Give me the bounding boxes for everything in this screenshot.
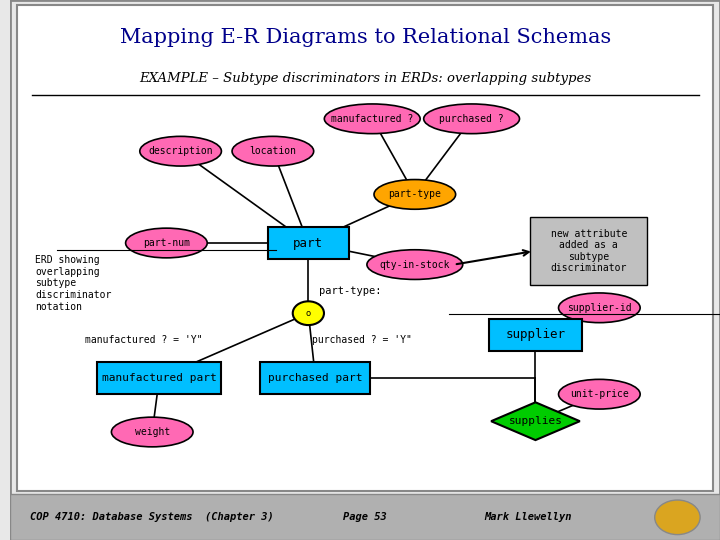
Text: purchased part: purchased part xyxy=(269,373,363,383)
Text: purchased ? = 'Y": purchased ? = 'Y" xyxy=(312,335,412,345)
Text: COP 4710: Database Systems  (Chapter 3): COP 4710: Database Systems (Chapter 3) xyxy=(30,512,274,522)
Ellipse shape xyxy=(112,417,193,447)
FancyBboxPatch shape xyxy=(97,362,222,394)
Text: supplies: supplies xyxy=(508,416,562,426)
Text: unit-price: unit-price xyxy=(570,389,629,399)
Text: Mapping E-R Diagrams to Relational Schemas: Mapping E-R Diagrams to Relational Schem… xyxy=(120,28,611,48)
Text: weight: weight xyxy=(135,427,170,437)
Text: purchased ?: purchased ? xyxy=(439,114,504,124)
FancyBboxPatch shape xyxy=(268,227,349,259)
Text: manufactured ?: manufactured ? xyxy=(331,114,413,124)
FancyBboxPatch shape xyxy=(490,319,582,351)
Text: EXAMPLE – Subtype discriminators in ERDs: overlapping subtypes: EXAMPLE – Subtype discriminators in ERDs… xyxy=(139,72,591,85)
Text: manufactured ? = 'Y": manufactured ? = 'Y" xyxy=(85,335,202,345)
Text: supplier-id: supplier-id xyxy=(567,303,631,313)
Text: part-type: part-type xyxy=(388,190,441,199)
Text: ERD showing
overlapping
subtype
discriminator
notation: ERD showing overlapping subtype discrimi… xyxy=(35,255,112,312)
Text: new attribute
added as a
subtype
discriminator: new attribute added as a subtype discrim… xyxy=(551,229,627,273)
FancyBboxPatch shape xyxy=(10,494,720,540)
Ellipse shape xyxy=(559,379,640,409)
Text: qty-in-stock: qty-in-stock xyxy=(379,260,450,269)
Text: description: description xyxy=(148,146,213,156)
Circle shape xyxy=(293,301,324,325)
Ellipse shape xyxy=(232,136,314,166)
Text: part-num: part-num xyxy=(143,238,190,248)
Ellipse shape xyxy=(367,249,463,280)
Text: Page 53: Page 53 xyxy=(343,512,387,522)
Text: supplier: supplier xyxy=(505,328,565,341)
Polygon shape xyxy=(491,402,580,440)
Ellipse shape xyxy=(423,104,520,134)
Ellipse shape xyxy=(324,104,420,134)
Text: part: part xyxy=(293,237,323,249)
Ellipse shape xyxy=(125,228,207,258)
Text: part-type:: part-type: xyxy=(319,286,382,296)
Text: o: o xyxy=(306,309,311,318)
Ellipse shape xyxy=(559,293,640,322)
FancyBboxPatch shape xyxy=(530,217,647,285)
Ellipse shape xyxy=(140,136,222,166)
FancyBboxPatch shape xyxy=(261,362,371,394)
Ellipse shape xyxy=(374,179,456,209)
FancyBboxPatch shape xyxy=(10,0,720,540)
FancyBboxPatch shape xyxy=(17,5,713,491)
Text: Mark Llewellyn: Mark Llewellyn xyxy=(485,512,572,522)
Circle shape xyxy=(654,500,700,535)
Text: manufactured part: manufactured part xyxy=(102,373,217,383)
Text: location: location xyxy=(249,146,297,156)
